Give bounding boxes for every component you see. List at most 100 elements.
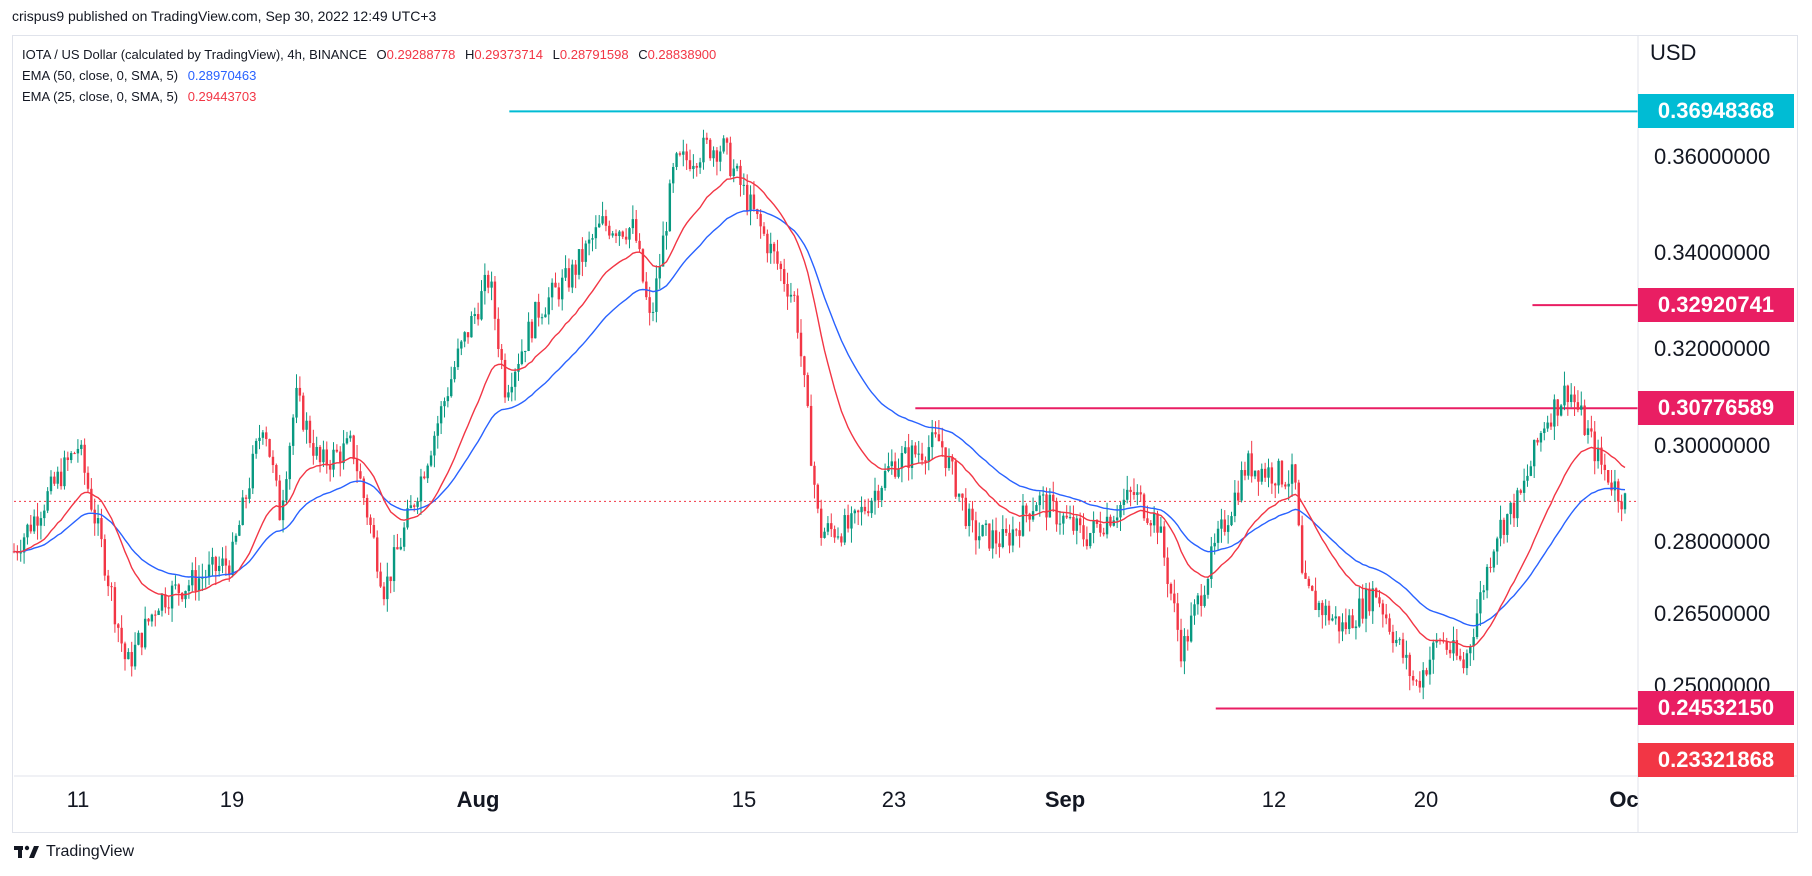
candle-body bbox=[332, 449, 335, 470]
tradingview-footer[interactable]: TradingView bbox=[14, 843, 134, 861]
candle-body bbox=[1606, 470, 1610, 483]
candle-body bbox=[618, 231, 621, 237]
candle-body bbox=[476, 314, 480, 320]
candle-body bbox=[729, 142, 732, 177]
candle-body bbox=[1385, 614, 1388, 619]
candle-body bbox=[1472, 637, 1475, 647]
candle-body bbox=[1146, 518, 1149, 524]
candle-body bbox=[1317, 602, 1321, 611]
price-tick-label: 0.36000000 bbox=[1654, 144, 1771, 169]
candle-body bbox=[1364, 588, 1368, 619]
currency-label[interactable]: USD bbox=[1650, 40, 1697, 65]
candle-body bbox=[793, 294, 796, 296]
time-tick-label: 20 bbox=[1413, 787, 1439, 812]
candle-body bbox=[1163, 526, 1166, 558]
candle-body bbox=[954, 461, 957, 497]
candle-body bbox=[1035, 505, 1038, 512]
candle-body bbox=[59, 471, 63, 487]
candle-body bbox=[978, 536, 981, 541]
candle-body bbox=[1445, 641, 1448, 650]
candle-body bbox=[271, 456, 275, 466]
time-tick-label: 12 bbox=[1261, 787, 1287, 812]
candle-body bbox=[1263, 468, 1267, 478]
candle-body bbox=[423, 476, 426, 479]
price-tick-label: 0.28000000 bbox=[1654, 528, 1771, 554]
candle-body bbox=[1553, 399, 1556, 427]
candle-body bbox=[1509, 502, 1512, 515]
candle-body bbox=[1566, 385, 1570, 403]
ema50-line bbox=[13, 209, 1626, 627]
candle-body bbox=[930, 432, 934, 448]
price-axis-marker: 0.36948368 bbox=[1638, 94, 1794, 129]
candle-body bbox=[160, 594, 164, 611]
candle-body bbox=[56, 471, 59, 484]
candle-body bbox=[328, 465, 332, 470]
candle-body bbox=[1459, 655, 1462, 660]
candle-body bbox=[234, 535, 238, 542]
candle-body bbox=[466, 332, 470, 338]
candle-body bbox=[914, 445, 917, 455]
candle-body bbox=[668, 183, 672, 232]
candle-body bbox=[130, 652, 133, 667]
candle-body bbox=[1237, 492, 1240, 501]
candle-body bbox=[1398, 639, 1401, 641]
candle-body bbox=[806, 375, 809, 406]
candle-body bbox=[1210, 546, 1213, 579]
candle-body bbox=[631, 219, 635, 229]
candle-body bbox=[967, 508, 971, 527]
candle-body bbox=[836, 536, 840, 538]
candle-body bbox=[1348, 615, 1351, 630]
candle-body bbox=[527, 321, 530, 351]
candle-body bbox=[117, 624, 120, 628]
candle-body bbox=[1485, 566, 1489, 591]
candle-body bbox=[32, 516, 36, 532]
candle-body bbox=[1186, 636, 1189, 642]
candle-body bbox=[1543, 428, 1546, 434]
candle-body bbox=[628, 228, 631, 240]
candle-body bbox=[147, 618, 150, 622]
candle-body bbox=[614, 233, 618, 237]
candle-body bbox=[1526, 475, 1529, 481]
candle-body bbox=[1041, 494, 1045, 496]
candle-body bbox=[1183, 636, 1186, 662]
candle-body bbox=[1324, 605, 1327, 616]
candle-body bbox=[187, 585, 191, 592]
horizontal-lines bbox=[14, 36, 1797, 832]
candle-body bbox=[867, 511, 870, 514]
chart-frame[interactable] bbox=[12, 35, 1798, 833]
candle-body bbox=[567, 268, 571, 288]
candle-body bbox=[1058, 523, 1062, 525]
candle-body bbox=[860, 506, 863, 513]
candle-body bbox=[352, 435, 355, 460]
candle-body bbox=[349, 435, 352, 439]
candle-body bbox=[261, 432, 265, 438]
candle-body bbox=[510, 386, 513, 393]
candle-body bbox=[429, 455, 433, 466]
candle-body bbox=[1395, 639, 1398, 644]
candle-body bbox=[120, 627, 123, 644]
candle-body bbox=[450, 379, 453, 397]
candle-body bbox=[500, 348, 503, 360]
candle-body bbox=[177, 584, 180, 593]
candle-body bbox=[796, 295, 799, 333]
candle-body bbox=[752, 194, 756, 210]
candle-body bbox=[278, 480, 281, 521]
candle-body bbox=[870, 500, 873, 514]
candle-body bbox=[46, 491, 49, 511]
candle-body bbox=[789, 294, 793, 297]
candle-body bbox=[318, 446, 322, 463]
candle-body bbox=[853, 510, 857, 514]
candle-body bbox=[1223, 519, 1226, 532]
candle-body bbox=[984, 523, 988, 526]
candle-body bbox=[154, 614, 157, 616]
candle-body bbox=[470, 316, 473, 338]
time-tick-label: 23 bbox=[881, 787, 907, 812]
time-tick-label: 15 bbox=[731, 787, 757, 812]
candle-body bbox=[1391, 631, 1395, 644]
candle-body bbox=[756, 209, 759, 215]
candle-body bbox=[251, 453, 254, 489]
candle-body bbox=[446, 396, 450, 402]
candle-body bbox=[137, 632, 140, 645]
candle-body bbox=[241, 497, 244, 525]
